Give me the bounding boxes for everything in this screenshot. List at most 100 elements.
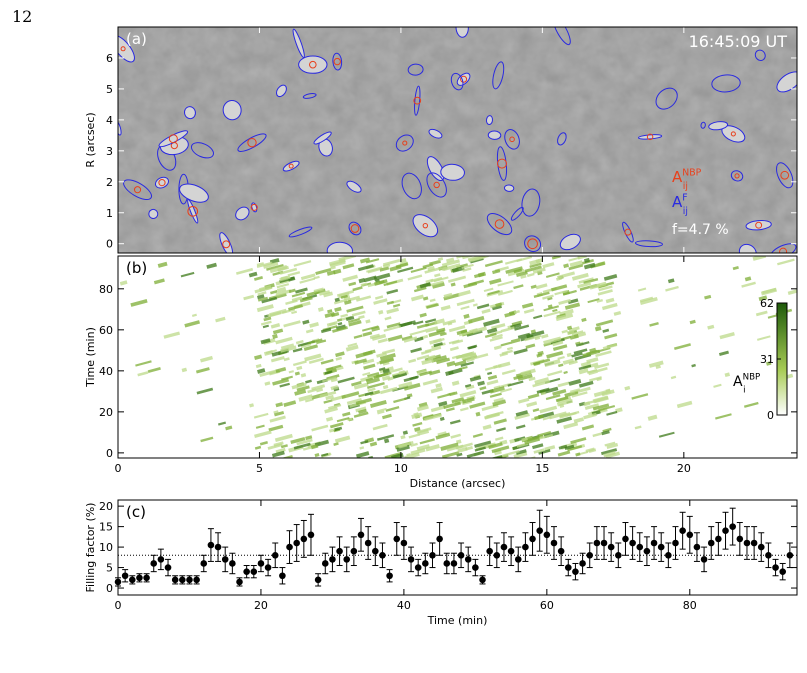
streak [583, 257, 590, 264]
flux-contour [510, 206, 524, 221]
streak [296, 365, 303, 371]
flux-contour [302, 93, 317, 99]
streak [329, 260, 346, 268]
streak [410, 266, 427, 273]
streak [456, 329, 468, 336]
streak [195, 367, 210, 374]
streak [436, 327, 446, 333]
streak [598, 405, 616, 412]
streak [402, 430, 409, 435]
data-point [286, 543, 293, 551]
streak [442, 263, 461, 272]
streak [268, 424, 284, 432]
streak [398, 443, 408, 449]
flux-contour [235, 206, 250, 221]
streak [410, 347, 422, 354]
streak [732, 265, 739, 271]
streak [316, 339, 327, 345]
streak [340, 313, 349, 318]
nbp-contour [433, 181, 440, 189]
streak [639, 296, 658, 305]
streak [374, 295, 384, 300]
streak [493, 364, 498, 369]
streak [333, 442, 339, 446]
data-point [629, 539, 636, 547]
streak [235, 267, 254, 275]
streak [430, 386, 443, 394]
streak [543, 336, 562, 345]
data-point [121, 572, 129, 580]
streak [366, 266, 383, 273]
streak [441, 451, 460, 458]
streak [406, 393, 413, 398]
streak [624, 385, 631, 391]
streak [373, 298, 388, 305]
nbp-contour [413, 96, 422, 105]
data-point [314, 576, 322, 584]
data-point [779, 568, 787, 575]
streak [439, 416, 445, 422]
streak [386, 307, 399, 315]
streak [484, 413, 501, 420]
streak [501, 369, 516, 375]
streak [377, 410, 385, 415]
data-point [743, 539, 751, 547]
streak [535, 283, 548, 290]
streak [351, 310, 366, 317]
x-tick-label: 0 [115, 462, 122, 475]
flux-contour [313, 131, 332, 145]
flux-contour [450, 72, 464, 91]
plot-frame [117, 499, 798, 596]
streak [580, 361, 591, 367]
streak [462, 351, 475, 358]
streak [545, 272, 560, 278]
data-point [636, 543, 644, 551]
streak [256, 294, 265, 300]
streak [752, 256, 767, 261]
data-point [643, 547, 651, 555]
streak [137, 371, 149, 377]
streak [196, 387, 214, 395]
streak [571, 352, 583, 358]
streak [256, 262, 265, 267]
y-tick-label: 6 [106, 52, 113, 65]
x-axis-label: Distance (arcsec) [410, 477, 506, 490]
streak [571, 391, 588, 398]
data-point [586, 551, 594, 559]
streak [275, 447, 286, 454]
streak [449, 346, 459, 352]
panel-label: (c) [126, 503, 146, 521]
streak [249, 403, 255, 408]
streak [382, 413, 392, 420]
streak [489, 386, 505, 394]
streak [255, 363, 262, 369]
streak [279, 267, 298, 275]
streak [502, 450, 520, 457]
streak [397, 266, 414, 274]
x-tick-label: 40 [397, 599, 411, 612]
y-tick-label: 40 [99, 365, 113, 378]
data-point [679, 527, 686, 535]
streak [463, 313, 470, 319]
data-point [279, 572, 286, 580]
streak [596, 299, 604, 303]
streak [291, 382, 307, 390]
streak [299, 277, 316, 284]
streak [457, 446, 468, 453]
streak [413, 286, 427, 293]
streak [275, 336, 293, 345]
streak [538, 449, 551, 455]
streak [348, 281, 357, 287]
streak [275, 367, 287, 373]
streak [372, 423, 388, 431]
data-point [193, 576, 200, 584]
data-point [364, 539, 372, 547]
streak [570, 437, 587, 444]
streak [255, 424, 265, 429]
streak [294, 389, 307, 396]
streak [758, 295, 768, 302]
streak [583, 262, 596, 270]
streak [691, 363, 696, 368]
data-point [164, 564, 172, 571]
streak [225, 425, 233, 431]
